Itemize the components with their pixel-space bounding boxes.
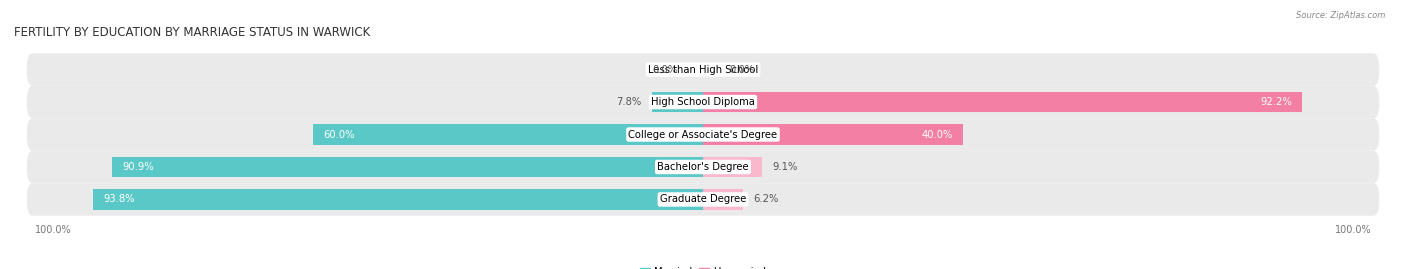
Bar	[93, 189, 703, 210]
Text: 0.0%: 0.0%	[652, 65, 678, 75]
FancyBboxPatch shape	[27, 151, 1379, 183]
Text: 90.9%: 90.9%	[122, 162, 155, 172]
Text: College or Associate's Degree: College or Associate's Degree	[628, 129, 778, 140]
Text: Less than High School: Less than High School	[648, 65, 758, 75]
Text: 9.1%: 9.1%	[772, 162, 799, 172]
Bar	[703, 189, 744, 210]
Bar	[112, 157, 703, 177]
Bar	[652, 92, 703, 112]
Text: Graduate Degree: Graduate Degree	[659, 194, 747, 204]
Text: FERTILITY BY EDUCATION BY MARRIAGE STATUS IN WARWICK: FERTILITY BY EDUCATION BY MARRIAGE STATU…	[14, 26, 370, 39]
FancyBboxPatch shape	[27, 53, 1379, 86]
Text: Bachelor's Degree: Bachelor's Degree	[657, 162, 749, 172]
Text: 0.0%: 0.0%	[728, 65, 754, 75]
FancyBboxPatch shape	[27, 86, 1379, 118]
Text: 40.0%: 40.0%	[921, 129, 953, 140]
Bar	[703, 125, 963, 144]
FancyBboxPatch shape	[27, 183, 1379, 216]
Bar	[703, 92, 1302, 112]
Text: 6.2%: 6.2%	[754, 194, 779, 204]
Text: 93.8%: 93.8%	[104, 194, 135, 204]
Bar	[703, 157, 762, 177]
Text: 7.8%: 7.8%	[617, 97, 643, 107]
FancyBboxPatch shape	[27, 118, 1379, 151]
Text: Source: ZipAtlas.com: Source: ZipAtlas.com	[1295, 11, 1385, 20]
Legend: Married, Unmarried: Married, Unmarried	[637, 263, 769, 269]
Text: 92.2%: 92.2%	[1260, 97, 1292, 107]
Bar	[314, 125, 703, 144]
Text: High School Diploma: High School Diploma	[651, 97, 755, 107]
Text: 60.0%: 60.0%	[323, 129, 354, 140]
